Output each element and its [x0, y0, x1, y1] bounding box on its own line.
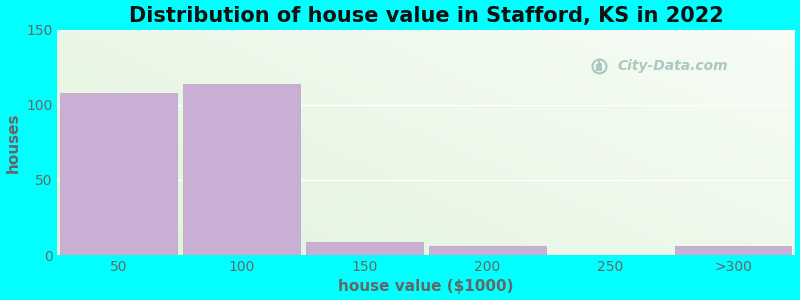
Bar — [306, 242, 423, 255]
Bar — [183, 84, 300, 255]
Title: Distribution of house value in Stafford, KS in 2022: Distribution of house value in Stafford,… — [129, 6, 723, 26]
Bar — [429, 246, 546, 255]
Bar — [61, 93, 177, 255]
Text: City-Data.com: City-Data.com — [618, 59, 728, 73]
Y-axis label: houses: houses — [6, 112, 21, 173]
Bar — [674, 246, 791, 255]
X-axis label: house value ($1000): house value ($1000) — [338, 279, 514, 294]
